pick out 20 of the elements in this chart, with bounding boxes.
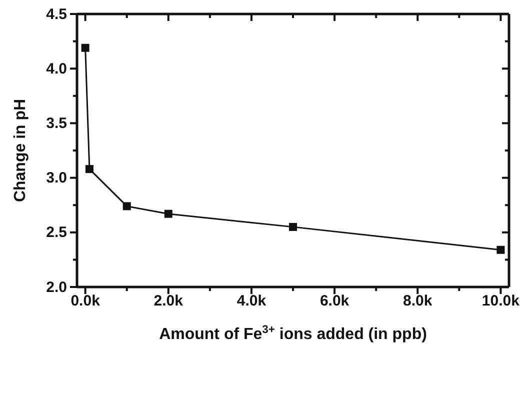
point: [85, 165, 94, 174]
x-tick-label: 6.0k: [320, 292, 350, 310]
point: [122, 202, 131, 210]
y-tick-label: 4.0: [46, 60, 67, 78]
y-tick-label: 2.0: [46, 278, 67, 296]
x-tick-label: 10.0k: [482, 292, 520, 310]
x-tick-label: 4.0k: [236, 292, 267, 310]
y-tick-label: 3.0: [46, 170, 67, 187]
y-tick-label: 3.5: [46, 115, 67, 132]
x-tick-label: 0.0k: [70, 292, 101, 310]
x-tick-label: 2.0k: [154, 292, 184, 310]
point: [289, 222, 297, 231]
point: [164, 210, 172, 218]
x-tick-label: 8.0k: [403, 292, 433, 310]
point: [496, 246, 505, 254]
y-tick-label: 2.5: [46, 224, 67, 242]
point: [81, 44, 90, 52]
x-axis-title: Amount of Fe$^{3+}$ ions added (in ppb): [159, 324, 427, 343]
y-tick-label: 4.5: [46, 6, 67, 23]
y-axis-title: Change in pH: [12, 98, 29, 202]
